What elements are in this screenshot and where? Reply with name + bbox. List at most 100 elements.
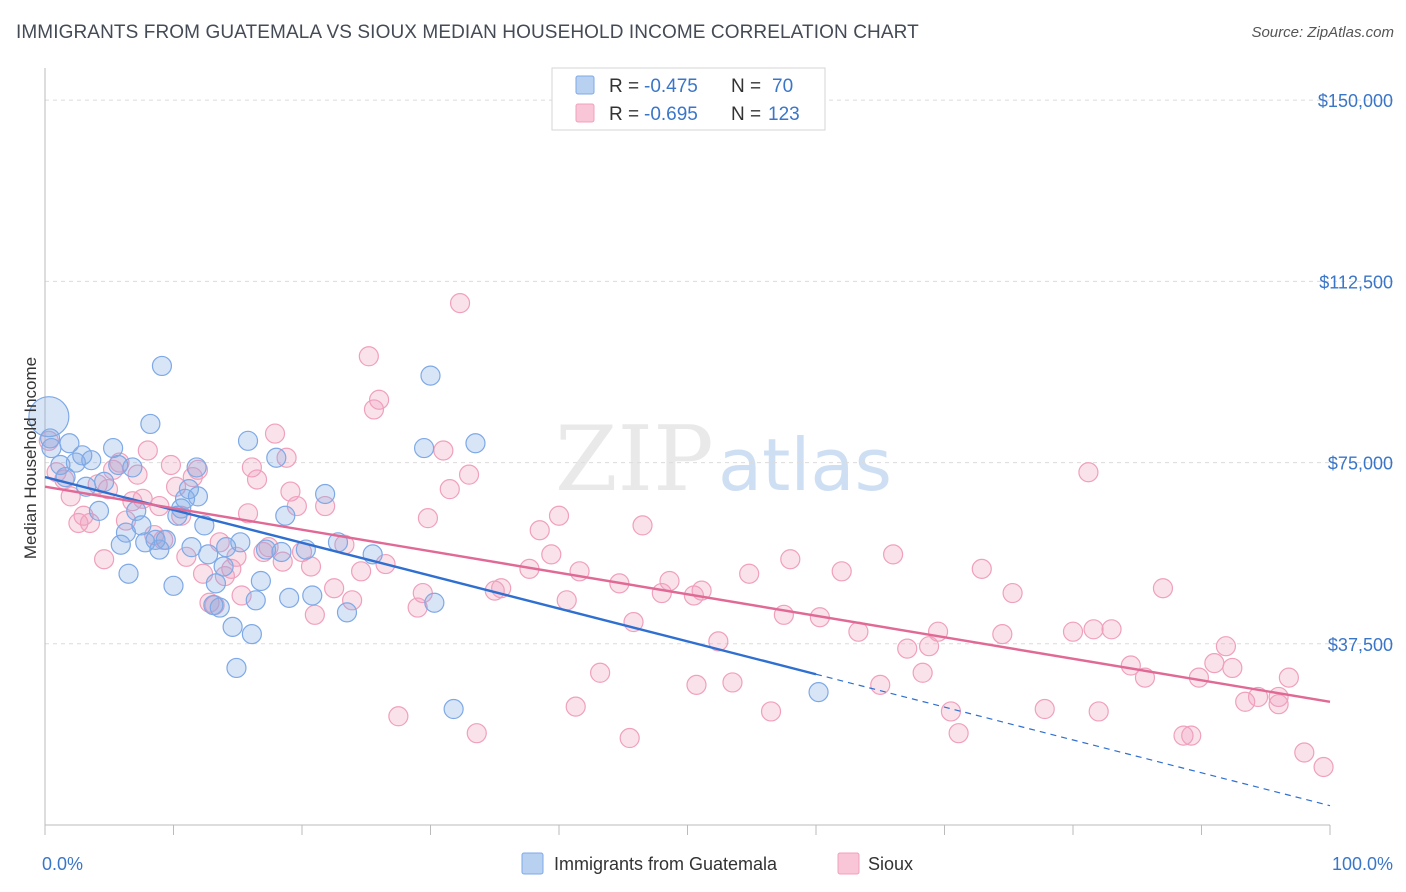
y-tick-label: $37,500 [1328, 635, 1393, 655]
point-sioux [1268, 694, 1289, 715]
y-tick-label: $150,000 [1318, 91, 1393, 111]
point-guatemala [279, 587, 300, 608]
point-guatemala [72, 445, 93, 466]
point-sioux [199, 592, 220, 613]
point-guatemala [275, 505, 296, 526]
legend-r-label: R = [609, 76, 639, 97]
point-guatemala [424, 592, 445, 613]
point-sioux [870, 674, 891, 695]
point-sioux [1204, 653, 1225, 674]
point-guatemala [205, 573, 227, 594]
point-guatemala [155, 529, 176, 550]
point-sioux [619, 727, 640, 749]
point-sioux [1215, 636, 1237, 657]
point-sioux [1078, 462, 1099, 483]
point-sioux [739, 563, 760, 584]
point-guatemala [151, 355, 173, 377]
point-guatemala [28, 396, 70, 438]
point-guatemala [140, 413, 161, 435]
legend-n-value: 70 [772, 76, 793, 97]
point-sioux [659, 570, 680, 592]
point-guatemala [94, 471, 115, 493]
point-sioux [439, 479, 460, 500]
y-tick-labels: $37,500 $75,000 $112,500 $150,000 [1318, 91, 1393, 655]
legend-n-label: N = [731, 104, 761, 125]
point-guatemala [88, 500, 110, 522]
point-sioux [315, 495, 336, 517]
point-sioux [948, 723, 969, 744]
x-tick-labels: 0.0% 100.0% [42, 854, 1393, 874]
legend-swatch-guatemala [575, 75, 595, 95]
trend-line-1 [44, 485, 1331, 703]
legend-n-value: 123 [768, 104, 800, 125]
point-guatemala [241, 624, 262, 645]
point-sioux [449, 293, 471, 314]
point-sioux [1313, 756, 1334, 778]
grid-lines [45, 99, 1394, 645]
point-guatemala [222, 616, 243, 637]
point-sioux [1134, 667, 1156, 688]
point-sioux [1294, 742, 1315, 763]
legend: R = -0.475 N = 70 R = -0.695 N = 123 [551, 67, 826, 131]
point-sioux [760, 701, 782, 722]
point-sioux [971, 558, 992, 579]
point-sioux [831, 561, 852, 582]
point-sioux [1002, 582, 1023, 604]
point-guatemala [59, 433, 80, 454]
point-sioux [351, 561, 372, 582]
legend-r-value: -0.695 [644, 104, 698, 125]
point-guatemala [50, 454, 71, 476]
point-sioux [300, 556, 322, 577]
point-sioux [221, 558, 242, 579]
point-sioux [1152, 578, 1174, 599]
point-sioux [1247, 686, 1269, 708]
bottom-legend-label-sioux: Sioux [868, 854, 913, 874]
point-sioux [433, 440, 454, 461]
point-guatemala [198, 544, 219, 565]
legend-swatch-sioux [575, 103, 595, 123]
x-tick-label: 0.0% [42, 854, 83, 874]
point-sioux [94, 549, 115, 570]
point-sioux [918, 636, 940, 657]
y-tick-label: $75,000 [1328, 454, 1393, 474]
point-sioux [708, 631, 729, 652]
trend-line-0 [44, 475, 817, 676]
point-guatemala [413, 437, 435, 459]
point-sioux [529, 520, 550, 541]
point-sioux [324, 578, 345, 599]
point-sioux [304, 604, 325, 625]
point-guatemala [315, 483, 336, 505]
point-guatemala [213, 556, 234, 577]
point-sioux [127, 464, 148, 485]
point-guatemala [186, 457, 207, 478]
series-sioux [38, 293, 1334, 778]
point-guatemala [230, 532, 251, 553]
point-guatemala [187, 486, 209, 507]
point-sioux [565, 696, 586, 717]
point-sioux [1222, 657, 1243, 679]
point-sioux [556, 590, 577, 611]
point-guatemala [808, 682, 829, 703]
point-guatemala [81, 450, 102, 471]
point-sioux [1083, 619, 1104, 640]
point-sioux [1173, 725, 1194, 746]
watermark-atlas: atlas [718, 423, 892, 507]
point-sioux [1235, 691, 1256, 712]
point-sioux [137, 440, 158, 461]
bottom-legend-swatch-sioux [837, 852, 860, 875]
point-guatemala [41, 437, 62, 459]
point-sioux [417, 508, 439, 529]
x-tick-label: 100.0% [1332, 854, 1393, 874]
point-sioux [342, 590, 363, 611]
point-guatemala [226, 657, 247, 679]
chart-title: IMMIGRANTS FROM GUATEMALA VS SIOUX MEDIA… [16, 22, 919, 43]
point-guatemala [118, 563, 139, 584]
bottom-legend-swatch-guatemala [521, 852, 544, 875]
point-sioux [363, 399, 385, 420]
point-guatemala [336, 602, 358, 623]
point-sioux [1062, 621, 1084, 642]
legend-r-value: -0.475 [644, 76, 698, 97]
point-guatemala [245, 590, 266, 611]
point-sioux [940, 701, 962, 722]
point-guatemala [443, 698, 464, 720]
